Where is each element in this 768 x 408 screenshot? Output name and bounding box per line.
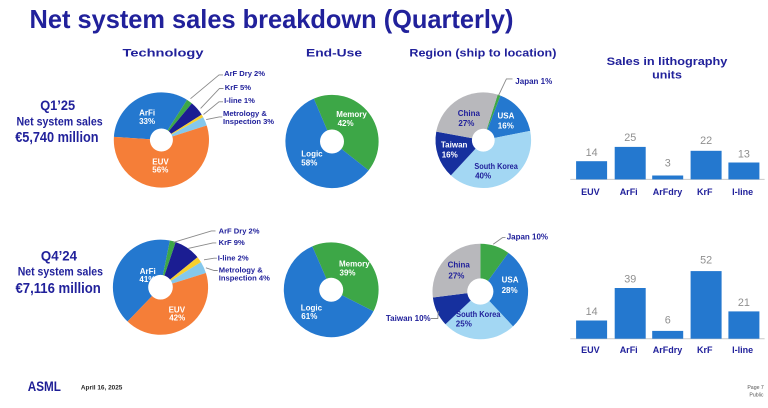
svg-text:€5,740 million: €5,740 million: [15, 129, 98, 146]
svg-text:39%: 39%: [340, 269, 356, 278]
svg-text:April 16, 2025: April 16, 2025: [81, 385, 123, 392]
svg-text:EUV: EUV: [581, 345, 600, 355]
svg-text:58%: 58%: [301, 159, 317, 168]
svg-text:ArFi: ArFi: [620, 187, 638, 197]
svg-text:Q1’25: Q1’25: [40, 98, 75, 113]
svg-text:China: China: [458, 109, 481, 118]
svg-text:Region (ship to location): Region (ship to location): [409, 47, 556, 59]
svg-text:Metrology &: Metrology &: [219, 265, 263, 274]
svg-text:27%: 27%: [448, 271, 464, 280]
svg-text:28%: 28%: [502, 286, 518, 295]
svg-text:52: 52: [700, 255, 712, 267]
svg-text:61%: 61%: [301, 312, 317, 321]
svg-text:Taiwan 10%: Taiwan 10%: [386, 314, 431, 323]
svg-text:Japan 1%: Japan 1%: [515, 77, 552, 86]
svg-text:16%: 16%: [442, 150, 458, 159]
svg-text:42%: 42%: [169, 313, 185, 322]
svg-text:ArFi: ArFi: [139, 109, 155, 118]
svg-text:€7,116 million: €7,116 million: [16, 280, 101, 297]
svg-text:41%: 41%: [139, 275, 155, 284]
svg-text:KrF 9%: KrF 9%: [219, 238, 245, 247]
svg-text:22: 22: [700, 135, 712, 147]
svg-text:25: 25: [624, 132, 636, 144]
svg-text:ArFdry: ArFdry: [653, 345, 683, 355]
svg-text:13: 13: [738, 149, 750, 161]
svg-text:Page 7: Page 7: [747, 385, 764, 391]
svg-text:Metrology &: Metrology &: [223, 109, 267, 118]
svg-text:EUV: EUV: [581, 187, 600, 197]
svg-text:KrF: KrF: [697, 345, 713, 355]
svg-text:33%: 33%: [139, 117, 155, 126]
svg-text:Taiwan: Taiwan: [441, 141, 468, 150]
svg-text:27%: 27%: [458, 119, 474, 128]
svg-text:USA: USA: [498, 112, 515, 121]
svg-text:I-line: I-line: [732, 187, 753, 197]
svg-text:South Korea: South Korea: [456, 310, 501, 319]
svg-text:ArFdry: ArFdry: [653, 187, 683, 197]
svg-text:14: 14: [586, 147, 598, 159]
svg-text:40%: 40%: [475, 172, 491, 181]
svg-text:56%: 56%: [152, 165, 168, 174]
svg-text:I-line 2%: I-line 2%: [218, 253, 249, 262]
svg-text:21: 21: [738, 297, 750, 309]
svg-text:Net system sales: Net system sales: [18, 265, 104, 279]
svg-text:KrF: KrF: [697, 187, 713, 197]
svg-text:6: 6: [665, 315, 671, 327]
svg-text:ASML: ASML: [28, 378, 61, 394]
svg-text:Memory: Memory: [339, 260, 370, 269]
svg-text:Q4’24: Q4’24: [41, 249, 77, 264]
svg-text:KrF 5%: KrF 5%: [225, 83, 251, 92]
svg-text:I-line 1%: I-line 1%: [224, 96, 255, 105]
svg-text:Japan 10%: Japan 10%: [507, 233, 548, 242]
svg-text:EUV: EUV: [169, 306, 186, 315]
svg-text:39: 39: [624, 274, 636, 286]
svg-text:Sales in lithography: Sales in lithography: [607, 56, 729, 68]
svg-text:Memory: Memory: [336, 110, 367, 119]
svg-text:ArF Dry 2%: ArF Dry 2%: [219, 227, 260, 236]
svg-text:14: 14: [586, 306, 598, 318]
svg-text:Logic: Logic: [301, 303, 323, 312]
svg-text:Logic: Logic: [301, 150, 323, 159]
svg-text:China: China: [448, 261, 471, 270]
svg-text:25%: 25%: [456, 320, 472, 329]
svg-text:EUV: EUV: [152, 158, 169, 167]
svg-text:End-Use: End-Use: [306, 47, 362, 59]
svg-text:South Korea: South Korea: [474, 162, 518, 171]
svg-text:Public: Public: [749, 393, 764, 399]
svg-text:16%: 16%: [498, 121, 514, 130]
svg-text:ArFi: ArFi: [140, 267, 156, 276]
svg-text:I-line: I-line: [732, 345, 753, 355]
svg-text:ArF Dry 2%: ArF Dry 2%: [224, 69, 265, 78]
svg-text:Net system sales: Net system sales: [17, 115, 104, 129]
svg-text:ArFi: ArFi: [620, 345, 638, 355]
svg-text:42%: 42%: [338, 119, 354, 128]
svg-text:3: 3: [665, 158, 671, 170]
svg-text:Inspection 4%: Inspection 4%: [219, 273, 270, 282]
svg-text:units: units: [652, 69, 682, 81]
svg-text:Net system sales breakdown (Qu: Net system sales breakdown (Quarterly): [30, 4, 514, 34]
svg-text:Technology: Technology: [123, 47, 205, 59]
svg-text:Inspection 3%: Inspection 3%: [223, 117, 274, 126]
svg-text:USA: USA: [502, 276, 519, 285]
